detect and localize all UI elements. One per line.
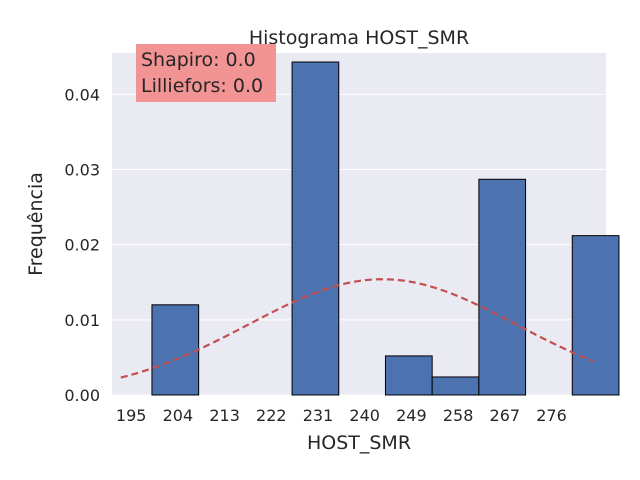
histogram-bar (478, 178, 527, 396)
x-tick-label: 195 (116, 406, 147, 425)
y-tick-label: 0.02 (64, 236, 100, 255)
y-tick-label: 0.03 (64, 161, 100, 180)
x-axis-label: HOST_SMR (307, 432, 411, 454)
x-tick-label: 240 (349, 406, 380, 425)
x-tick-label: 231 (303, 406, 334, 425)
x-tick-label: 249 (396, 406, 427, 425)
y-tick-label: 0.04 (64, 85, 100, 104)
y-tick-labels: 0.00 0.01 0.02 0.03 0.04 (64, 85, 100, 405)
shapiro-result: Shapiro: 0.0 (141, 49, 256, 71)
histogram-bar (571, 235, 620, 396)
lilliefors-result: Lilliefors: 0.0 (141, 75, 263, 97)
x-tick-labels: 195 204 213 222 231 240 249 258 267 276 (116, 406, 567, 425)
x-tick-label: 258 (443, 406, 474, 425)
x-tick-label: 276 (536, 406, 567, 425)
x-tick-label: 213 (209, 406, 240, 425)
y-tick-label: 0.00 (64, 386, 100, 405)
histogram-bar (291, 61, 340, 396)
x-tick-label: 204 (163, 406, 194, 425)
histogram-bars (151, 61, 620, 396)
y-tick-label: 0.01 (64, 311, 100, 330)
x-tick-label: 267 (490, 406, 521, 425)
chart-title: Histograma HOST_SMR (249, 27, 469, 49)
x-tick-label: 222 (256, 406, 287, 425)
y-axis-label: Frequência (25, 172, 47, 276)
normality-test-box (136, 44, 276, 102)
histogram-bar (151, 304, 200, 396)
histogram-bar (431, 376, 480, 396)
histogram-bar (384, 355, 433, 396)
normal-curve (120, 278, 594, 379)
